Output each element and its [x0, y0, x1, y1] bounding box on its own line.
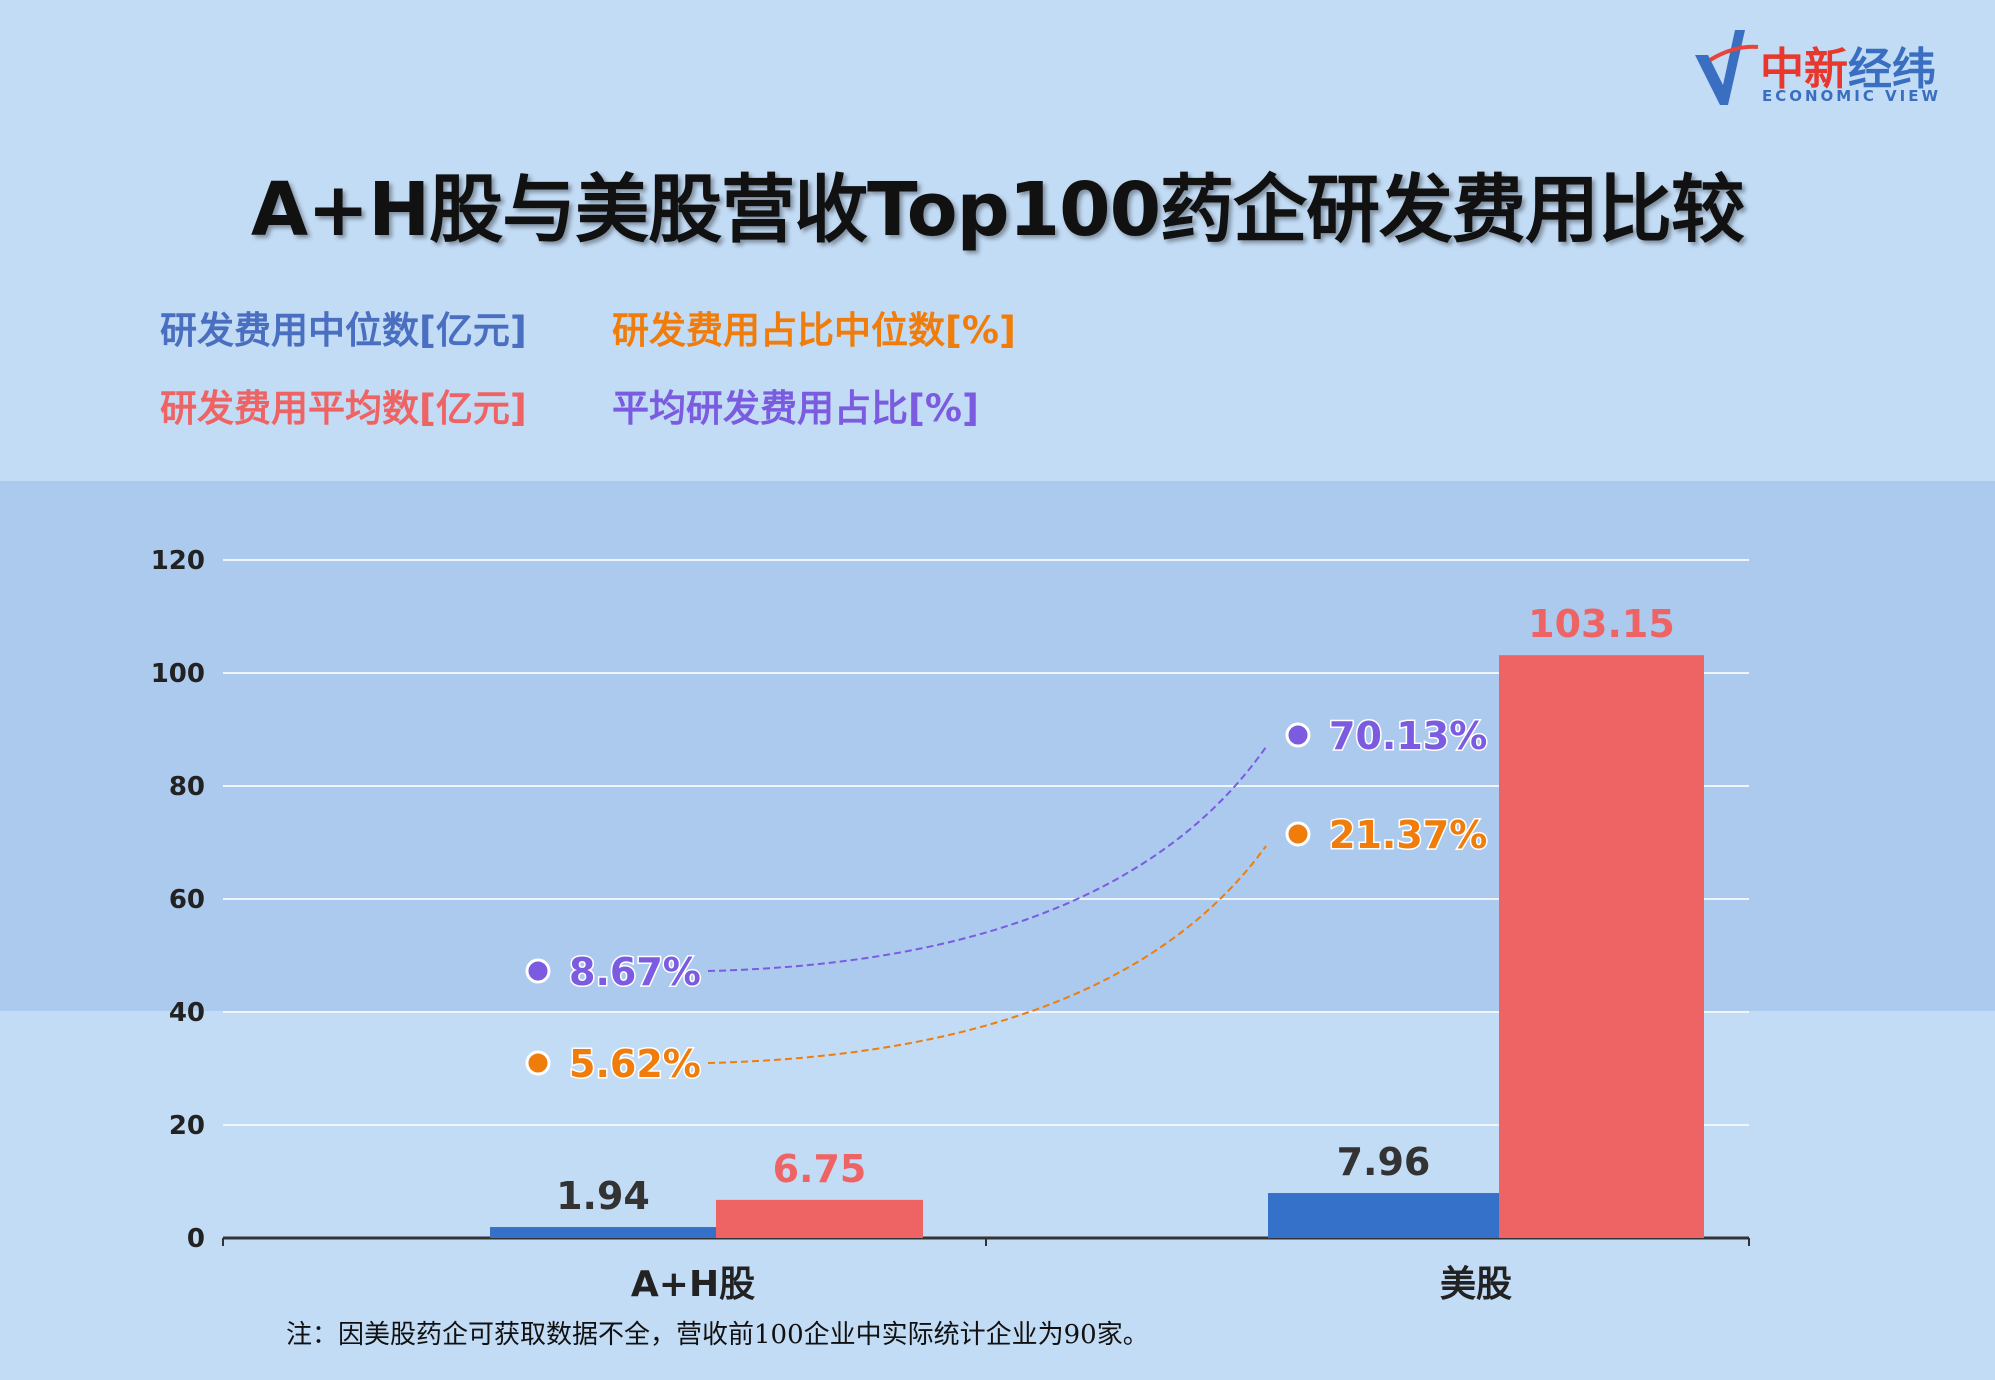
- y-tick-label: 120: [151, 546, 205, 576]
- legend-median-pct: 研发费用占比中位数[%]: [612, 309, 1016, 352]
- bar-data-label: 6.75: [773, 1147, 867, 1191]
- y-tick-label: 80: [169, 772, 205, 802]
- pct-marker: [1285, 821, 1311, 847]
- pct-data-label: 5.62%: [569, 1042, 701, 1086]
- pct-marker: [525, 958, 551, 984]
- logo-text: 中新经纬: [1760, 44, 1936, 95]
- logo-subtext: ECONOMIC VIEW: [1762, 87, 1942, 105]
- trend-connector: [707, 845, 1267, 1064]
- legend-median-amount: 研发费用中位数[亿元]: [160, 309, 527, 352]
- bar-median: [1268, 1193, 1499, 1238]
- pct-marker: [1285, 722, 1311, 748]
- bar-data-label: 103.15: [1528, 602, 1675, 646]
- legend-mean-pct: 平均研发费用占比[%]: [612, 387, 979, 430]
- y-tick-label: 100: [151, 659, 205, 689]
- footnote: 注：因美股药企可获取数据不全，营收前100企业中实际统计企业为90家。: [286, 1320, 1149, 1350]
- chart-title: A+H股与美股营收Top100药企研发费用比较: [250, 167, 1745, 253]
- x-tick-label: A+H股: [631, 1264, 755, 1305]
- pct-data-label: 70.13%: [1329, 714, 1487, 758]
- x-tick-label: 美股: [1440, 1264, 1512, 1305]
- pct-data-label: 21.37%: [1329, 813, 1487, 857]
- bar-data-label: 1.94: [556, 1174, 650, 1218]
- pct-marker: [525, 1050, 551, 1076]
- y-tick-label: 20: [169, 1111, 205, 1141]
- legend-mean-amount: 研发费用平均数[亿元]: [160, 387, 527, 430]
- y-tick-label: 0: [187, 1224, 205, 1254]
- logo-mark-icon: [1695, 30, 1759, 105]
- y-tick-label: 60: [169, 885, 205, 915]
- logo: 中新经纬 ECONOMIC VIEW: [1690, 25, 1950, 115]
- trend-connector: [707, 746, 1267, 972]
- bar-mean: [1499, 655, 1704, 1238]
- bar-mean: [716, 1199, 923, 1238]
- pct-data-label: 8.67%: [569, 950, 701, 994]
- bar-data-label: 7.96: [1337, 1140, 1431, 1184]
- y-tick-label: 40: [169, 998, 205, 1028]
- bar-median: [490, 1227, 716, 1238]
